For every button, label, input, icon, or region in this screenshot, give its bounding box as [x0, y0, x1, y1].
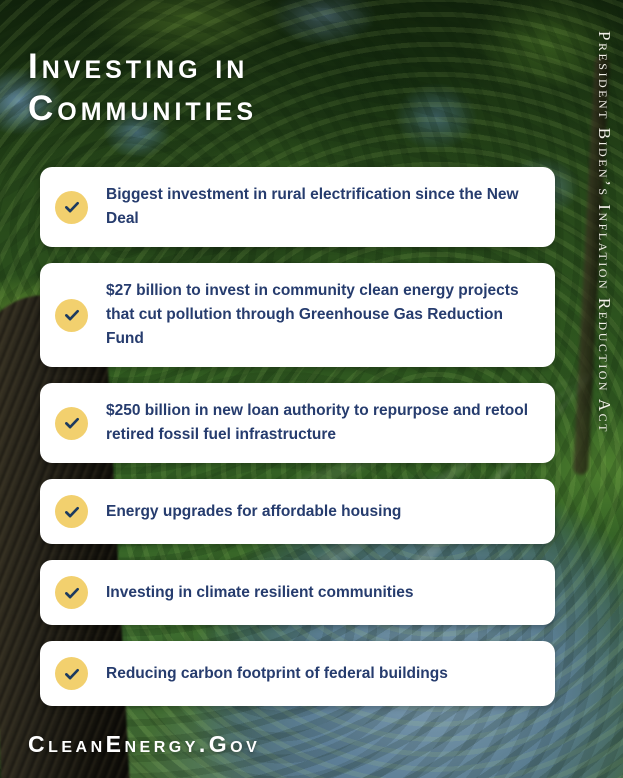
benefit-text: Energy upgrades for affordable housing: [106, 502, 402, 520]
side-banner-text: President Biden’s Inflation Reduction Ac…: [595, 31, 614, 434]
benefit-text: $250 billion in new loan authority to re…: [106, 402, 528, 444]
check-icon: [55, 657, 88, 691]
benefit-text: $27 billion to invest in community clean…: [106, 282, 519, 348]
benefit-text: Biggest investment in rural electrificat…: [106, 186, 519, 228]
check-icon: [55, 576, 88, 610]
benefits-list: Biggest investment in rural electrificat…: [40, 167, 555, 707]
check-icon: [55, 298, 88, 332]
benefit-card: Biggest investment in rural electrificat…: [40, 167, 555, 248]
benefit-card: $27 billion to invest in community clean…: [40, 263, 555, 368]
check-icon: [55, 406, 88, 440]
page-title: Investing in Communities: [28, 47, 257, 128]
check-icon: [55, 495, 88, 529]
benefit-card: Investing in climate resilient communiti…: [40, 560, 555, 626]
benefit-card: Energy upgrades for affordable housing: [40, 479, 555, 545]
check-icon: [55, 190, 88, 224]
benefit-text: Investing in climate resilient communiti…: [106, 583, 414, 601]
website-url: CleanEnergy.Gov: [28, 731, 261, 757]
benefit-card: $250 billion in new loan authority to re…: [40, 383, 555, 464]
benefit-card: Reducing carbon footprint of federal bui…: [40, 641, 555, 707]
benefit-text: Reducing carbon footprint of federal bui…: [106, 664, 448, 682]
